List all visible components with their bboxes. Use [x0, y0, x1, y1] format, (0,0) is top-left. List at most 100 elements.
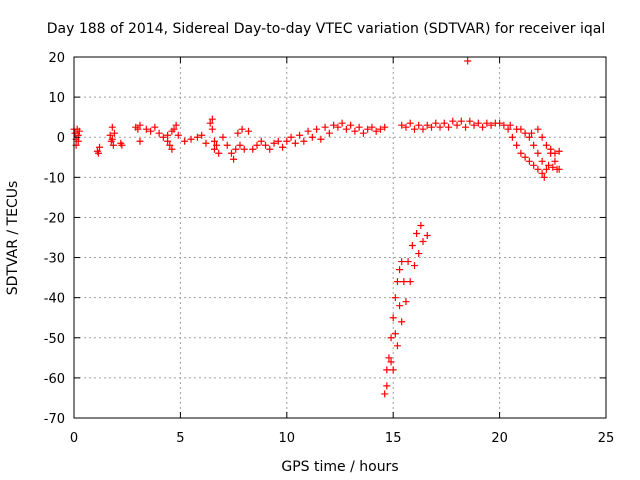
data-point — [342, 125, 350, 133]
data-point — [347, 121, 355, 129]
data-point — [74, 137, 82, 145]
data-point — [542, 141, 550, 149]
data-point — [534, 149, 542, 157]
data-point — [538, 169, 546, 177]
data-point — [240, 145, 248, 153]
data-point — [551, 157, 559, 165]
data-point — [508, 133, 516, 141]
data-point — [351, 127, 359, 135]
data-point — [266, 145, 274, 153]
y-tick-labels: -70 -60 -50 -40 -30 -20 -10 0 10 20 — [44, 51, 65, 427]
data-point — [313, 125, 321, 133]
x-axis-label: GPS time / hours — [281, 459, 398, 475]
x-tick-labels: 0 5 10 15 20 25 — [70, 431, 614, 446]
plot-frame — [73, 56, 607, 419]
data-point — [330, 121, 338, 129]
data-point — [262, 141, 270, 149]
chart-title: Day 188 of 2014, Sidereal Day-to-day VTE… — [47, 21, 605, 37]
data-point — [408, 242, 416, 250]
data-point — [75, 127, 83, 135]
data-point — [279, 143, 287, 151]
data-point — [423, 231, 431, 239]
data-point — [159, 133, 167, 141]
data-point — [291, 139, 299, 147]
data-point — [513, 125, 521, 133]
data-point — [325, 129, 333, 137]
data-point — [219, 133, 227, 141]
data-point — [517, 149, 525, 157]
data-point — [445, 123, 453, 131]
y-tick-label: -10 — [44, 171, 65, 186]
x-tick-label: 25 — [598, 431, 615, 446]
data-point — [147, 127, 155, 135]
data-point — [372, 127, 380, 135]
data-point — [404, 258, 412, 266]
data-point — [202, 139, 210, 147]
data-point — [118, 141, 126, 149]
data-point — [538, 157, 546, 165]
data-point — [142, 125, 150, 133]
data-point — [521, 129, 529, 137]
data-point — [383, 382, 391, 390]
data-point — [534, 125, 542, 133]
data-point — [359, 129, 367, 137]
data-point — [400, 278, 408, 286]
data-point — [317, 135, 325, 143]
data-point — [398, 121, 406, 129]
data-point — [308, 133, 316, 141]
data-point — [164, 131, 172, 139]
data-point — [402, 298, 410, 306]
data-point — [193, 133, 201, 141]
data-point — [483, 119, 491, 127]
data-point — [479, 123, 487, 131]
data-point — [210, 145, 218, 153]
data-point — [525, 133, 533, 141]
y-tick-label: 20 — [48, 51, 65, 66]
data-point — [521, 153, 529, 161]
data-point — [168, 145, 176, 153]
data-point — [547, 149, 555, 157]
data-point — [283, 137, 291, 145]
data-point — [555, 165, 563, 173]
data-point — [94, 149, 102, 157]
data-point — [274, 137, 282, 145]
y-tick-label: -20 — [44, 211, 65, 226]
data-point — [321, 123, 329, 131]
data-point — [396, 302, 404, 310]
data-point — [474, 119, 482, 127]
data-point — [223, 141, 231, 149]
y-tick-label: -30 — [44, 252, 65, 267]
y-tick-label: 0 — [57, 131, 65, 146]
x-tick-label: 0 — [70, 431, 78, 446]
data-point — [253, 141, 261, 149]
data-point — [470, 121, 478, 129]
data-point — [393, 342, 401, 350]
data-point — [549, 163, 557, 171]
data-point — [355, 123, 363, 131]
data-point — [542, 165, 550, 173]
data-point — [487, 121, 495, 129]
data-point — [238, 125, 246, 133]
data-point — [410, 125, 418, 133]
data-point — [534, 165, 542, 173]
data-point — [385, 354, 393, 362]
data-point — [210, 137, 218, 145]
data-point — [300, 137, 308, 145]
data-point — [334, 123, 342, 131]
data-point — [244, 127, 252, 135]
data-point — [136, 137, 144, 145]
data-points — [70, 57, 563, 398]
data-point — [164, 137, 172, 145]
data-point — [538, 133, 546, 141]
data-point — [440, 119, 448, 127]
data-point — [227, 149, 235, 157]
data-point — [398, 318, 406, 326]
data-point — [466, 117, 474, 125]
y-tick-label: 10 — [48, 91, 65, 106]
data-point — [151, 123, 159, 131]
data-point — [419, 238, 427, 246]
data-point — [555, 147, 563, 155]
x-tick-label: 5 — [176, 431, 184, 446]
